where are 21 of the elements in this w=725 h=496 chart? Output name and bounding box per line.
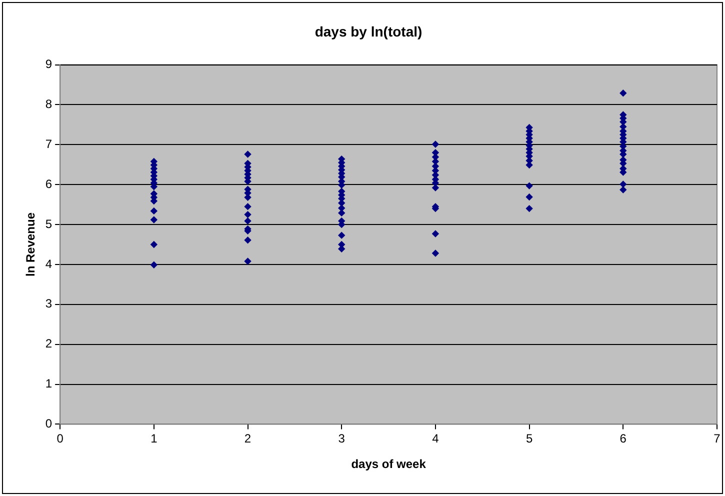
y-tick-label: 5 (45, 216, 52, 231)
x-axis-title: days of week (351, 457, 426, 472)
y-tick-label: 8 (45, 97, 52, 112)
x-tick-label: 0 (56, 432, 64, 446)
x-tick-label: 7 (714, 432, 721, 446)
y-tick-label: 9 (45, 57, 52, 72)
y-tick-label: 3 (45, 296, 52, 311)
chart-title: days by ln(total) (314, 23, 422, 40)
y-tick-label: 7 (45, 136, 52, 151)
x-tick-label: 3 (338, 432, 346, 446)
x-tick-label: 2 (244, 432, 252, 446)
y-tick-label: 2 (45, 336, 52, 351)
x-tick-label: 5 (526, 432, 533, 446)
y-tick-label: 4 (45, 256, 52, 271)
y-axis-title: ln Revenue (24, 212, 38, 277)
x-tick-label: 6 (620, 432, 627, 446)
x-tick-label: 4 (432, 432, 440, 446)
y-tick-label: 1 (45, 376, 52, 391)
y-tick-label: 0 (45, 416, 52, 431)
y-tick-label: 6 (45, 176, 52, 191)
x-tick-label: 1 (150, 432, 158, 446)
